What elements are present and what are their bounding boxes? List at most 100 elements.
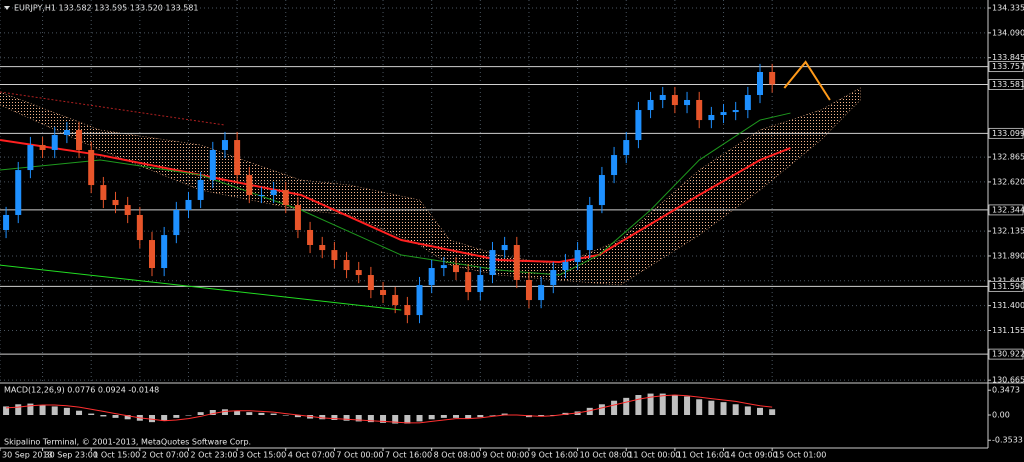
candle-body [744, 95, 751, 111]
candle-body [27, 145, 34, 171]
macd-bar [355, 415, 362, 422]
candle-body [294, 205, 301, 230]
candle-body [15, 170, 22, 215]
candle-body [562, 262, 569, 271]
candle-body [100, 185, 107, 200]
y-tick-label: 134.090 [992, 28, 1024, 37]
x-tick-label: 3 Oct 15:00 [239, 451, 286, 460]
footer: Skipalino Terminal, © 2001-2013, MetaQuo… [4, 438, 251, 447]
header: EURJPY,H1 133.582 133.595 133.520 133.58… [14, 4, 199, 13]
x-tick-label: 4 Oct 07:00 [288, 451, 335, 460]
level-label-box [988, 127, 1024, 139]
macd-bar [696, 399, 703, 415]
candle-body [465, 272, 472, 293]
macd-bar [112, 415, 119, 418]
level-label-box [988, 79, 1024, 90]
macd-bar [39, 405, 46, 415]
candle-body [124, 205, 131, 215]
level-label-box [988, 348, 1024, 360]
candle-body [513, 244, 520, 280]
candle-body [367, 275, 374, 291]
candle-body [270, 190, 277, 196]
macd-bar [149, 415, 155, 423]
candle-body [586, 205, 593, 251]
candle-body [696, 99, 703, 121]
y-tick-label: 131.155 [992, 326, 1024, 335]
level-label: 131.590 [992, 282, 1024, 291]
candle-body [671, 95, 678, 106]
candle-body [76, 130, 83, 150]
macd-bar [659, 393, 666, 415]
macd-bar [465, 415, 472, 419]
macd-bar [258, 412, 265, 415]
macd-bar [246, 412, 253, 415]
x-tick-label: 15 Oct 01:00 [774, 451, 826, 460]
macd-bar [477, 415, 484, 418]
macd-bar [27, 403, 34, 415]
macd-bar [367, 415, 374, 423]
macd-bar [294, 415, 301, 418]
macd-bar [161, 415, 168, 421]
candle-body [88, 149, 95, 186]
candle-body [611, 155, 618, 176]
candle-body [623, 140, 630, 156]
candle-body [63, 130, 70, 135]
candle-body [331, 250, 338, 261]
candle-body [501, 244, 508, 251]
macd-bar [744, 406, 751, 415]
ichimoku-cloud [0, 87, 861, 286]
macd-bar [501, 413, 508, 415]
macd-bar [173, 415, 180, 418]
x-tick-label: 10 Oct 08:00 [580, 451, 632, 460]
level-label-box [988, 204, 1024, 216]
candle-body [720, 112, 727, 115]
macd-bar [489, 415, 496, 416]
macd-bar [380, 415, 387, 423]
candle-body [355, 270, 362, 276]
y-tick-label: 133.845 [992, 53, 1024, 62]
macd-bar [684, 396, 691, 415]
macd-bar [185, 415, 192, 416]
x-tick-label: 11 Oct 16:00 [677, 451, 729, 460]
candle-body [51, 134, 58, 150]
macd-signal [6, 394, 773, 424]
level-label: 133.581 [992, 80, 1024, 89]
candle-body [319, 244, 326, 251]
candle-body [416, 285, 423, 316]
macd-bar [708, 400, 715, 415]
candle-body [197, 179, 204, 200]
indicator-line [0, 91, 226, 126]
x-tick-label: 2 Oct 23:00 [190, 451, 237, 460]
x-tick-label: 14 Oct 09:00 [726, 451, 778, 460]
menu-arrow[interactable] [4, 6, 10, 10]
x-tick-label: 30 Sep 2013 [2, 451, 53, 460]
macd-bar [51, 406, 58, 415]
x-tick-label: 30 Sep 23:00 [45, 451, 98, 460]
macd-bar [88, 413, 95, 415]
macd-bar [671, 395, 678, 415]
candle-body [440, 265, 447, 269]
candle-body [708, 114, 715, 121]
y-tick-label: 132.135 [992, 227, 1024, 236]
macd-y-tick-label: 0.3473 [992, 386, 1020, 395]
candle-body [404, 305, 411, 316]
candle-body [246, 175, 253, 196]
macd-bar [440, 415, 447, 418]
candle-body [258, 195, 265, 197]
macd-bar [392, 415, 399, 424]
candle-body [185, 199, 192, 211]
macd-y-tick-label: 0.00 [992, 411, 1010, 420]
macd-bar [197, 412, 204, 415]
candle-body [732, 110, 739, 113]
candle-body [161, 235, 168, 269]
level-label: 133.757 [992, 62, 1024, 71]
y-tick-label: 131.645 [992, 276, 1024, 285]
x-tick-label: 9 Oct 00:00 [482, 451, 529, 460]
candle-body [489, 250, 496, 276]
macd-bar [598, 404, 605, 415]
x-tick-label: 8 Oct 08:00 [434, 451, 481, 460]
macd-bar [635, 395, 642, 415]
macd-bar [611, 400, 618, 415]
macd-bar [720, 402, 727, 415]
